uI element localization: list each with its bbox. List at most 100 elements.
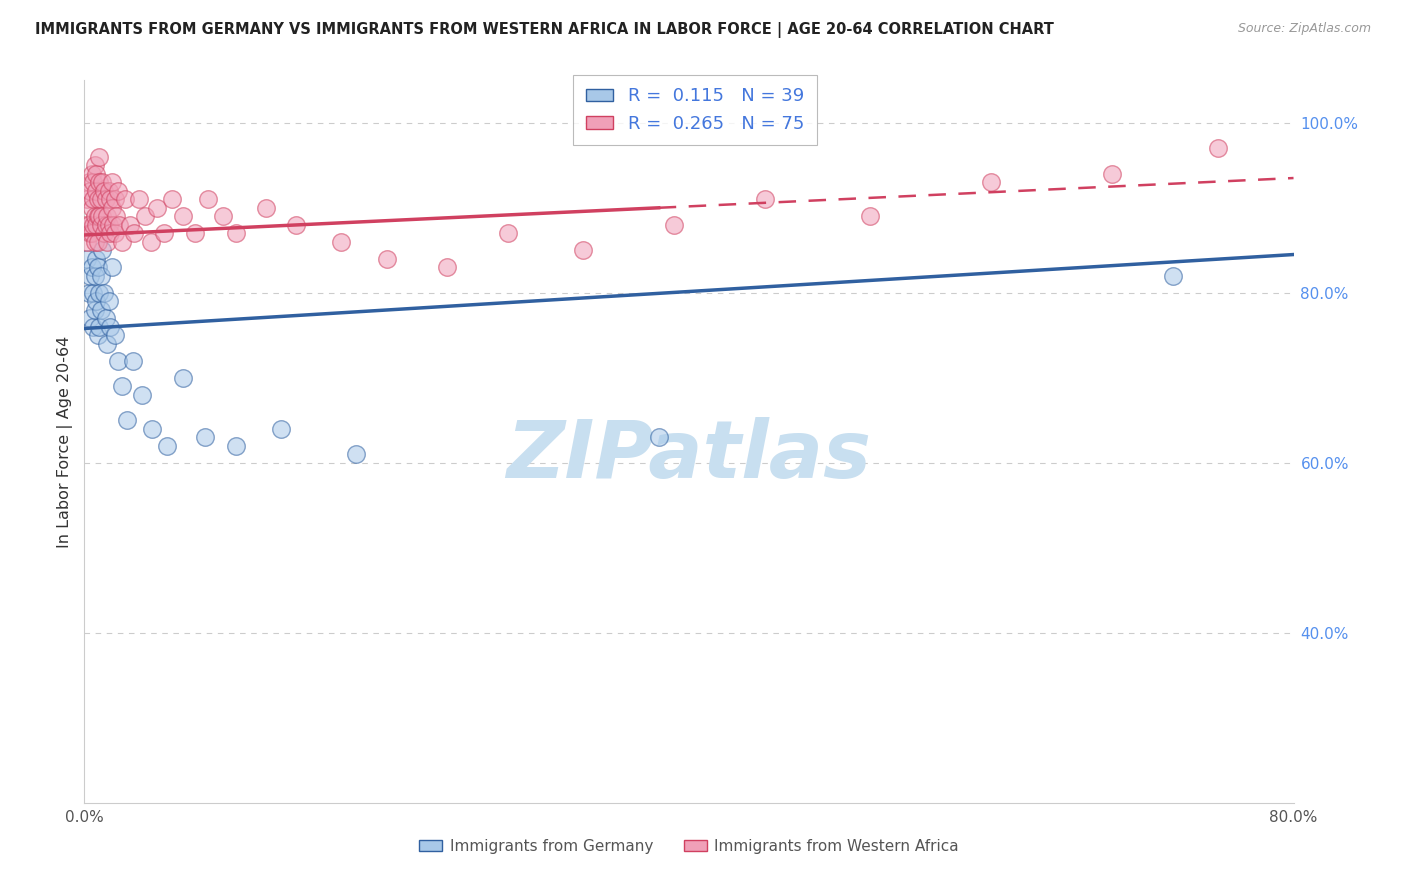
Point: [160, 192, 183, 206]
Point: [87, 235, 110, 249]
Text: Source: ZipAtlas.com: Source: ZipAtlas.com: [1237, 22, 1371, 36]
Point: [104, 328, 127, 343]
Point: [375, 252, 398, 266]
Point: [96, 336, 118, 351]
Point: [86, 218, 108, 232]
Point: [86, 167, 108, 181]
Point: [94, 192, 117, 206]
Point: [225, 227, 247, 241]
Point: [84, 235, 107, 249]
Point: [82, 285, 104, 300]
Point: [128, 192, 150, 206]
Point: [139, 235, 162, 249]
Point: [79, 227, 101, 241]
Point: [80, 260, 103, 275]
Text: IMMIGRANTS FROM GERMANY VS IMMIGRANTS FROM WESTERN AFRICA IN LABOR FORCE | AGE 2: IMMIGRANTS FROM GERMANY VS IMMIGRANTS FR…: [35, 22, 1054, 38]
Point: [146, 201, 169, 215]
Point: [330, 235, 353, 249]
Legend: Immigrants from Germany, Immigrants from Western Africa: Immigrants from Germany, Immigrants from…: [413, 833, 965, 860]
Point: [91, 244, 114, 258]
Point: [118, 218, 141, 232]
Point: [93, 285, 115, 300]
Point: [87, 328, 110, 343]
Point: [75, 218, 97, 232]
Point: [90, 218, 112, 232]
Point: [90, 268, 112, 283]
Point: [131, 388, 153, 402]
Point: [87, 260, 110, 275]
Point: [91, 209, 114, 223]
Point: [1161, 268, 1184, 283]
Y-axis label: In Labor Force | Age 20-64: In Labor Force | Age 20-64: [58, 335, 73, 548]
Point: [101, 218, 124, 232]
Point: [172, 209, 194, 223]
Point: [754, 192, 776, 206]
Point: [79, 311, 101, 326]
Point: [648, 430, 671, 444]
Point: [436, 260, 458, 275]
Point: [572, 244, 595, 258]
Point: [104, 227, 127, 241]
Point: [111, 379, 134, 393]
Point: [86, 252, 108, 266]
Point: [97, 294, 120, 309]
Point: [98, 227, 121, 241]
Point: [96, 209, 118, 223]
Point: [98, 192, 121, 206]
Point: [496, 227, 519, 241]
Point: [212, 209, 235, 223]
Point: [79, 184, 101, 198]
Point: [82, 218, 104, 232]
Point: [194, 430, 217, 444]
Point: [80, 201, 103, 215]
Point: [134, 209, 156, 223]
Point: [225, 439, 247, 453]
Point: [79, 268, 101, 283]
Point: [141, 422, 163, 436]
Point: [77, 285, 100, 300]
Point: [80, 167, 103, 181]
Point: [77, 175, 100, 189]
Point: [82, 319, 104, 334]
Point: [153, 227, 176, 241]
Point: [94, 311, 117, 326]
Point: [76, 252, 98, 266]
Point: [76, 235, 98, 249]
Point: [859, 209, 882, 223]
Point: [197, 192, 219, 206]
Point: [89, 319, 111, 334]
Point: [87, 209, 110, 223]
Point: [100, 201, 122, 215]
Point: [183, 227, 205, 241]
Point: [90, 192, 112, 206]
Point: [107, 353, 129, 368]
Point: [172, 371, 194, 385]
Point: [77, 218, 100, 232]
Point: [270, 422, 292, 436]
Point: [285, 218, 308, 232]
Point: [89, 150, 111, 164]
Point: [104, 192, 127, 206]
Point: [115, 413, 138, 427]
Point: [80, 227, 103, 241]
Point: [82, 175, 104, 189]
Point: [89, 209, 111, 223]
Point: [100, 175, 122, 189]
Point: [100, 260, 122, 275]
Point: [76, 192, 98, 206]
Point: [84, 158, 107, 172]
Point: [156, 439, 179, 453]
Point: [96, 235, 118, 249]
Point: [1101, 167, 1123, 181]
Point: [90, 302, 112, 317]
Point: [89, 175, 111, 189]
Point: [87, 192, 110, 206]
Point: [82, 192, 104, 206]
Point: [84, 268, 107, 283]
Point: [111, 235, 134, 249]
Point: [86, 294, 108, 309]
Point: [91, 175, 114, 189]
Point: [97, 218, 120, 232]
Point: [254, 201, 277, 215]
Point: [346, 447, 368, 461]
